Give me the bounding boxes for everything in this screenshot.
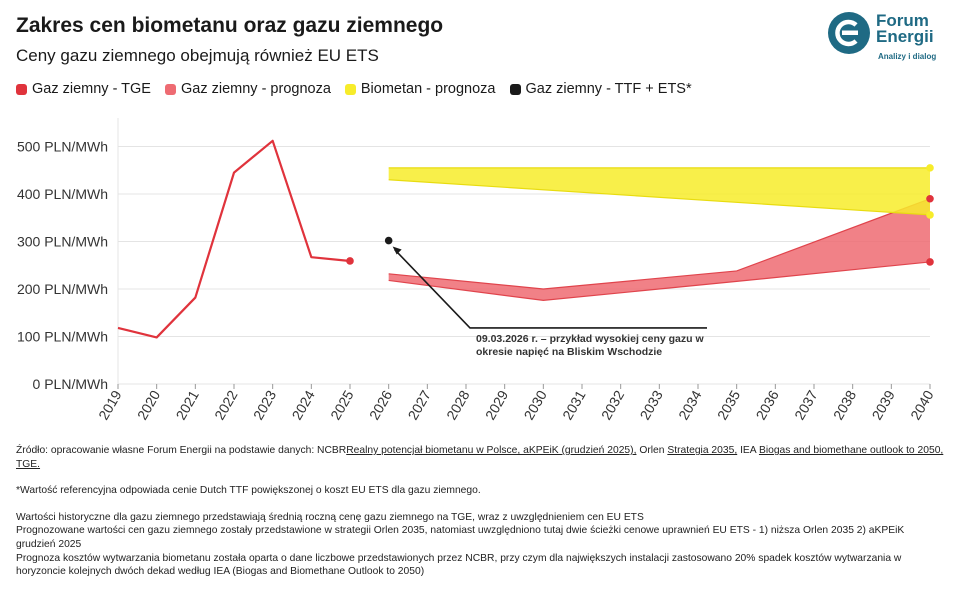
x-tick-label: 2036 — [752, 387, 782, 422]
note-historical: Wartości historyczne dla gazu ziemnego p… — [16, 511, 644, 523]
x-tick-label: 2023 — [250, 387, 280, 422]
x-tick-label: 2029 — [482, 387, 512, 422]
ttf-ets-point — [384, 236, 393, 245]
forum-energii-logo: Forum Energii Analizy i dialog — [828, 12, 958, 64]
x-tick-label: 2026 — [366, 387, 396, 422]
x-tick-label: 2030 — [520, 387, 550, 422]
chart-area: 0 PLN/MWh 100 PLN/MWh 200 PLN/MWh 300 PLN/M… — [17, 118, 937, 422]
annotation-text-line2: okresie napięć na Bliskim Wschodzie — [476, 346, 662, 358]
x-tick-label: 2025 — [327, 387, 357, 422]
source-link-iea[interactable]: Biogas and biomethane outlook to 2050, T… — [16, 445, 944, 470]
source-link-ncbr[interactable]: Realny potencjał biometanu w Polsce, aKP… — [346, 445, 637, 456]
band-lower-edge — [388, 179, 931, 216]
legend-item: Gaz ziemny - prognoza — [164, 81, 331, 97]
legend-label: Gaz ziemny - TTF + ETS* — [525, 81, 692, 97]
chart-legend: Gaz ziemny - TGE Gaz ziemny - prognoza Bio… — [16, 81, 692, 97]
legend-swatch — [164, 83, 176, 95]
annotation-text-line1: 09.03.2026 r. – przykład wysokiej ceny g… — [476, 333, 704, 345]
source-link-orlen[interactable]: Strategia 2035, — [667, 445, 738, 456]
logo-line1: Forum — [876, 11, 929, 30]
y-tick-label: 300 PLN/MWh — [17, 234, 108, 250]
x-tick-label: 2022 — [211, 387, 241, 422]
y-tick-label: 200 PLN/MWh — [17, 281, 108, 297]
x-tick-label: 2037 — [791, 387, 821, 422]
x-tick-label: 2021 — [172, 387, 202, 422]
series-endpoint — [926, 194, 934, 203]
y-tick-label: 400 PLN/MWh — [17, 186, 108, 202]
x-tick-label: 2019 — [95, 387, 125, 422]
chart-subtitle: Ceny gazu ziemnego obejmują również EU E… — [16, 46, 379, 65]
legend-label: Biometan - prognoza — [360, 81, 496, 97]
logo-e-icon — [828, 12, 870, 54]
y-tick-label: 0 PLN/MWh — [33, 376, 108, 392]
band-upper-edge — [388, 198, 931, 290]
series-endpoint — [926, 164, 934, 172]
series-endpoint — [346, 257, 354, 265]
y-tick-label: 500 PLN/MWh — [17, 139, 108, 155]
x-tick-label: 2020 — [134, 387, 164, 422]
forecast-band — [388, 167, 931, 215]
legend-swatch — [16, 83, 27, 95]
x-tick-label: 2032 — [598, 387, 628, 422]
x-tick-label: 2035 — [714, 387, 744, 422]
series-line-tge — [117, 139, 351, 339]
forecast-band — [388, 198, 931, 301]
source-note: Źródło: opracowanie własne Forum Energii… — [16, 445, 944, 470]
y-tick-label: 100 PLN/MWh — [17, 329, 108, 345]
x-tick-label: 2040 — [907, 387, 937, 422]
x-tick-label: 2027 — [404, 387, 434, 422]
band-lower-edge — [388, 261, 931, 302]
x-tick-label: 2028 — [443, 387, 473, 422]
chart-title: Zakres cen biometanu oraz gazu ziemnego — [16, 14, 444, 37]
series-endpoint — [926, 258, 934, 266]
x-tick-label: 2034 — [675, 387, 705, 422]
logo-name: Forum Energii — [876, 11, 934, 46]
legend-item: Gaz ziemny - TGE — [16, 81, 151, 97]
note-forecast: Prognozowane wartości cen gazu ziemnego … — [16, 525, 905, 550]
legend-label: Gaz ziemny - TGE — [32, 81, 151, 97]
legend-item: Biometan - prognoza — [344, 81, 496, 97]
annotation-arrowhead — [392, 246, 402, 255]
annotation-line — [394, 248, 707, 329]
logo-line2: Energii — [876, 27, 934, 46]
note-biomethane: Prognoza kosztów wytwarzania biometanu z… — [16, 552, 902, 578]
x-tick-label: 2033 — [636, 387, 666, 422]
series-endpoint — [926, 211, 934, 219]
chart-notes: Źródło: opracowanie własne Forum Energii… — [16, 444, 946, 579]
legend-item: Gaz ziemny - TTF + ETS* — [509, 81, 692, 97]
legend-swatch — [509, 83, 521, 95]
legend-swatch — [344, 83, 356, 95]
x-tick-label: 2039 — [868, 387, 898, 422]
legend-label: Gaz ziemny - prognoza — [180, 81, 331, 97]
x-tick-label: 2024 — [288, 387, 318, 422]
footnote: *Wartość referencyjna odpowiada cenie Du… — [16, 485, 481, 497]
x-tick-label: 2031 — [559, 387, 589, 422]
logo-tagline: Analizy i dialog — [878, 52, 937, 61]
x-tick-label: 2038 — [830, 387, 860, 422]
